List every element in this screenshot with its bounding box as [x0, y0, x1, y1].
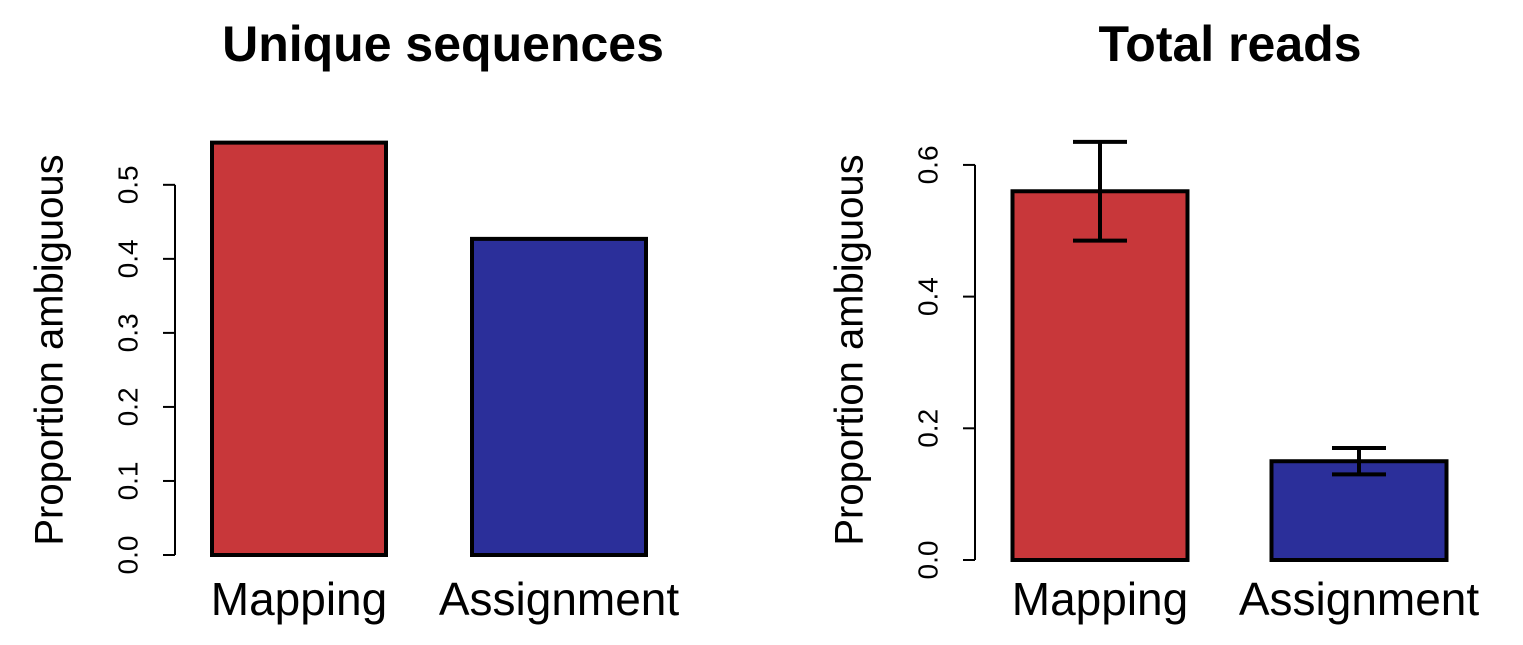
bar: [1269, 459, 1449, 563]
y-tick-label: 0.0: [912, 541, 943, 580]
y-axis-title: Proportion ambiguous: [828, 154, 872, 545]
bar: [470, 236, 648, 557]
y-tick-label: 0.1: [112, 461, 143, 500]
bar: [210, 140, 388, 557]
y-tick-label: 0.4: [912, 277, 943, 316]
x-tick-label: Mapping: [211, 573, 387, 625]
y-tick-label: 0.5: [112, 165, 143, 204]
x-tick-label: Assignment: [1239, 573, 1480, 625]
bar: [1010, 189, 1190, 562]
x-tick-label: Mapping: [1012, 573, 1188, 625]
x-tick-label: Assignment: [439, 573, 680, 625]
y-tick-label: 0.4: [112, 239, 143, 278]
error-bar: [1073, 139, 1127, 243]
y-tick-label: 0.2: [912, 409, 943, 448]
y-tick-label: 0.6: [912, 145, 943, 184]
chart-title: Total reads: [1098, 16, 1361, 72]
y-tick-label: 0.2: [112, 387, 143, 426]
y-tick-label: 0.3: [112, 313, 143, 352]
y-tick-label: 0.0: [112, 536, 143, 575]
y-axis-title: Proportion ambiguous: [28, 154, 72, 545]
chart-title: Unique sequences: [222, 16, 664, 72]
error-bar: [1332, 446, 1386, 477]
